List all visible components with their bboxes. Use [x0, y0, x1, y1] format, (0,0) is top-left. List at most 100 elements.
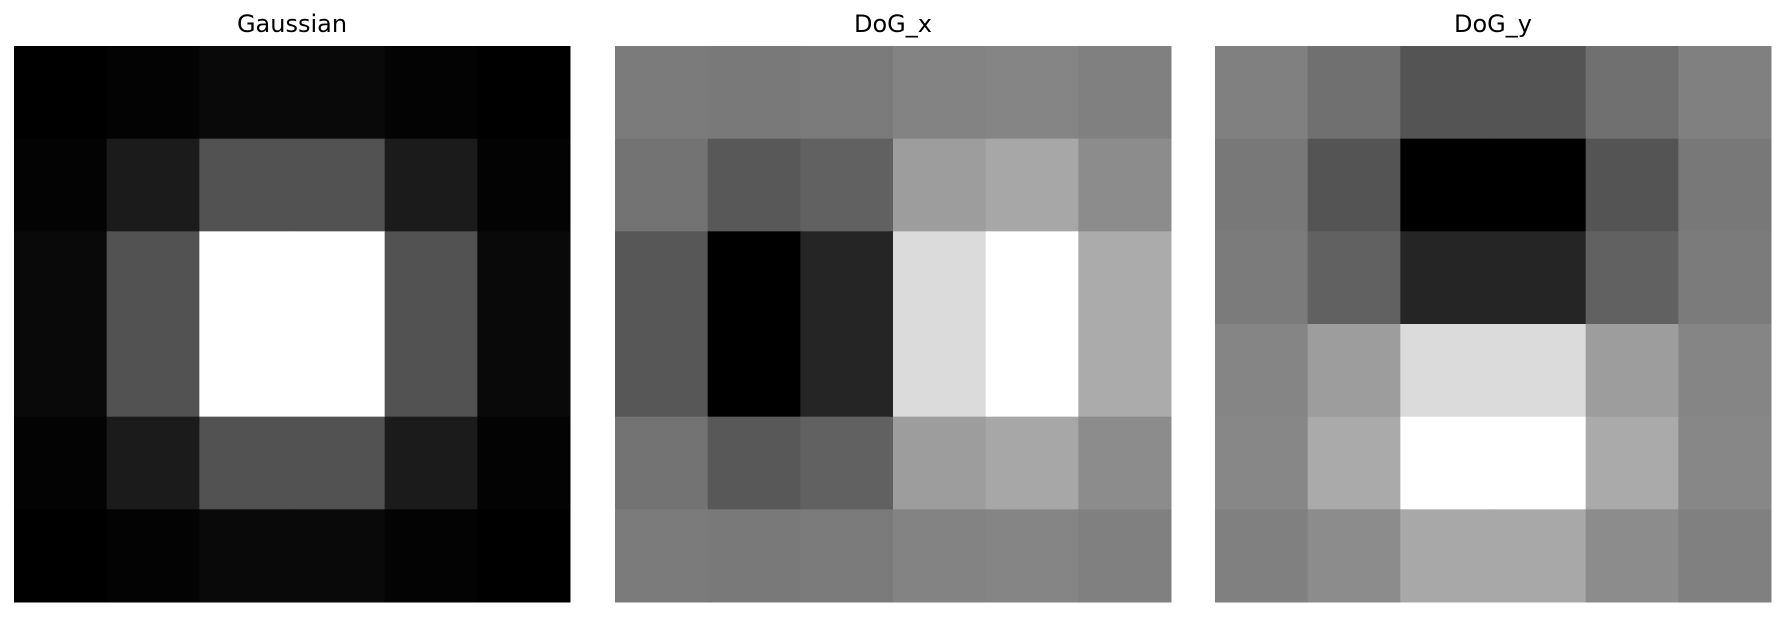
heatmap-cell-1-3-1: [707, 324, 801, 418]
panel-gaussian: Gaussian: [14, 10, 571, 603]
heatmap-cell-1-4-2: [800, 416, 894, 510]
heatmap-cell-2-4-4: [1585, 416, 1679, 510]
heatmap-cell-0-5-5: [477, 509, 571, 603]
heatmap-cell-2-1-2: [1400, 138, 1494, 232]
heatmap-cell-0-1-0: [14, 138, 108, 232]
heatmap-cell-1-0-3: [893, 46, 987, 140]
heatmap-cell-1-5-2: [800, 509, 894, 603]
dog-y-title: DoG_y: [1454, 10, 1532, 38]
heatmap-cell-0-1-4: [384, 138, 478, 232]
heatmap-cell-2-4-5: [1678, 416, 1772, 510]
heatmap-cell-0-5-2: [199, 509, 293, 603]
heatmap-cell-1-1-2: [800, 138, 894, 232]
dog-x-cells: [615, 46, 1172, 603]
heatmap-cell-2-1-0: [1215, 138, 1309, 232]
heatmap-cell-1-1-3: [893, 138, 987, 232]
heatmap-cell-1-3-5: [1078, 324, 1172, 418]
heatmap-cell-0-1-1: [106, 138, 200, 232]
heatmap-cell-2-0-0: [1215, 46, 1309, 140]
heatmap-cell-1-5-1: [707, 509, 801, 603]
heatmap-cell-1-0-2: [800, 46, 894, 140]
heatmap-cell-1-2-4: [985, 231, 1079, 325]
heatmap-cell-1-2-5: [1078, 231, 1172, 325]
gaussian-cells: [14, 46, 571, 603]
heatmap-cell-1-2-3: [893, 231, 987, 325]
heatmap-cell-1-1-1: [707, 138, 801, 232]
heatmap-cell-0-1-5: [477, 138, 571, 232]
heatmap-cell-2-5-2: [1400, 509, 1494, 603]
panel-dog-x: DoG_x: [615, 10, 1172, 603]
heatmap-cell-2-5-1: [1307, 509, 1401, 603]
heatmap-cell-2-5-4: [1585, 509, 1679, 603]
heatmap-cell-1-2-0: [615, 231, 709, 325]
heatmap-cell-0-0-1: [106, 46, 200, 140]
heatmap-cell-0-4-3: [292, 416, 386, 510]
heatmap-cell-2-2-5: [1678, 231, 1772, 325]
heatmap-cell-1-5-5: [1078, 509, 1172, 603]
heatmap-cell-0-1-3: [292, 138, 386, 232]
heatmap-cell-1-1-4: [985, 138, 1079, 232]
heatmap-cell-2-4-2: [1400, 416, 1494, 510]
heatmap-cell-1-0-0: [615, 46, 709, 140]
heatmap-cell-1-5-4: [985, 509, 1079, 603]
heatmap-cell-0-0-0: [14, 46, 108, 140]
heatmap-cell-1-1-5: [1078, 138, 1172, 232]
heatmap-cell-2-3-4: [1585, 324, 1679, 418]
heatmap-cell-2-3-3: [1493, 324, 1587, 418]
heatmap-cell-2-5-3: [1493, 509, 1587, 603]
heatmap-cell-0-0-4: [384, 46, 478, 140]
heatmap-cell-1-5-0: [615, 509, 709, 603]
heatmap-cell-0-5-0: [14, 509, 108, 603]
heatmap-cell-0-2-5: [477, 231, 571, 325]
heatmap-cell-0-3-2: [199, 324, 293, 418]
heatmap-cell-2-2-0: [1215, 231, 1309, 325]
heatmap-cell-2-3-0: [1215, 324, 1309, 418]
heatmap-cell-0-3-5: [477, 324, 571, 418]
heatmap-cell-2-1-5: [1678, 138, 1772, 232]
heatmap-cell-2-3-1: [1307, 324, 1401, 418]
heatmap-cell-0-1-2: [199, 138, 293, 232]
heatmap-cell-0-3-1: [106, 324, 200, 418]
heatmap-cell-0-3-4: [384, 324, 478, 418]
heatmap-cell-2-4-0: [1215, 416, 1309, 510]
heatmap-cell-1-0-1: [707, 46, 801, 140]
heatmap-cell-2-0-3: [1493, 46, 1587, 140]
heatmap-cell-0-5-3: [292, 509, 386, 603]
heatmap-cell-2-1-3: [1493, 138, 1587, 232]
heatmap-cell-2-5-5: [1678, 509, 1772, 603]
heatmap-cell-0-2-0: [14, 231, 108, 325]
heatmap-cell-1-4-4: [985, 416, 1079, 510]
heatmap-cell-1-2-1: [707, 231, 801, 325]
heatmap-cell-0-2-3: [292, 231, 386, 325]
heatmap-cell-2-2-1: [1307, 231, 1401, 325]
heatmap-cell-0-0-3: [292, 46, 386, 140]
heatmap-cell-0-4-1: [106, 416, 200, 510]
dog-y-cells: [1215, 46, 1772, 603]
heatmap-cell-1-2-2: [800, 231, 894, 325]
heatmap-cell-0-3-3: [292, 324, 386, 418]
heatmap-cell-1-3-3: [893, 324, 987, 418]
heatmap-cell-1-3-2: [800, 324, 894, 418]
heatmap-cell-0-0-2: [199, 46, 293, 140]
heatmap-cell-2-2-2: [1400, 231, 1494, 325]
heatmap-cell-0-0-5: [477, 46, 571, 140]
heatmap-cell-0-4-0: [14, 416, 108, 510]
heatmap-cell-2-2-4: [1585, 231, 1679, 325]
gaussian-title: Gaussian: [237, 10, 347, 38]
panel-dog-y: DoG_y: [1215, 10, 1772, 603]
heatmap-cell-1-4-1: [707, 416, 801, 510]
heatmap-cell-0-2-1: [106, 231, 200, 325]
heatmap-cell-1-0-5: [1078, 46, 1172, 140]
heatmap-cell-0-4-5: [477, 416, 571, 510]
heatmap-cell-2-0-5: [1678, 46, 1772, 140]
heatmap-cell-2-1-1: [1307, 138, 1401, 232]
heatmap-cell-2-2-3: [1493, 231, 1587, 325]
heatmap-cell-2-5-0: [1215, 509, 1309, 603]
heatmap-cell-2-1-4: [1585, 138, 1679, 232]
heatmap-cell-0-4-4: [384, 416, 478, 510]
heatmap-cell-2-3-5: [1678, 324, 1772, 418]
heatmap-cell-1-0-4: [985, 46, 1079, 140]
heatmap-cell-1-5-3: [893, 509, 987, 603]
heatmap-cell-2-0-1: [1307, 46, 1401, 140]
